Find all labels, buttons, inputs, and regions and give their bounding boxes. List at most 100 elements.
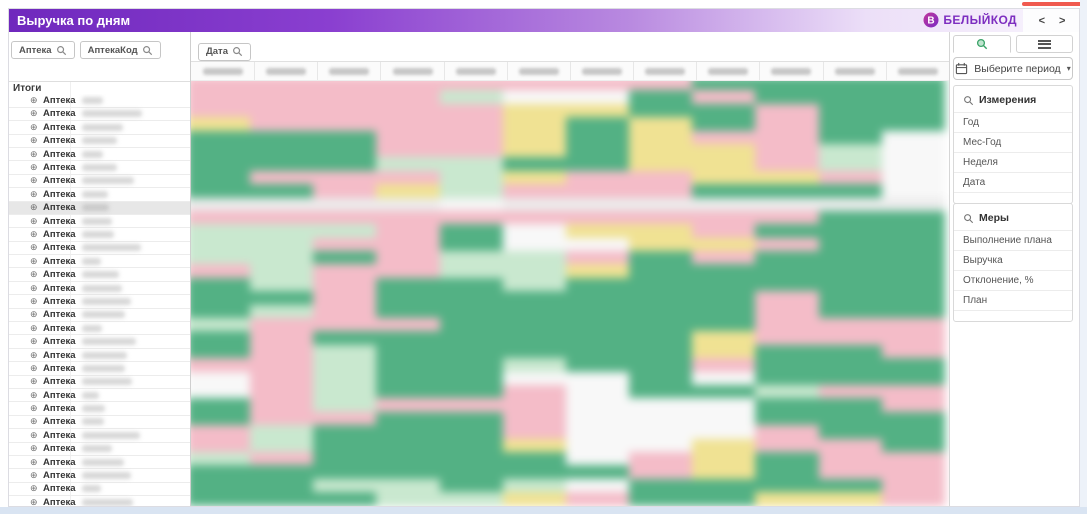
pivot-cell	[376, 117, 440, 131]
table-row[interactable]: ⊕ Аптека	[9, 416, 190, 430]
expand-icon[interactable]: ⊕	[30, 202, 38, 213]
expand-icon[interactable]: ⊕	[30, 215, 38, 226]
pivot-cell	[376, 143, 440, 158]
expand-icon[interactable]: ⊕	[30, 95, 38, 106]
expand-icon[interactable]: ⊕	[30, 295, 38, 306]
expand-icon[interactable]: ⊕	[30, 228, 38, 239]
table-row[interactable]: ⊕ Аптека	[9, 94, 190, 108]
table-row[interactable]: ⊕ Аптека	[9, 215, 190, 229]
date-column-header[interactable]	[506, 62, 570, 80]
dimension-item[interactable]: Мес-Год	[954, 132, 1072, 152]
expand-icon[interactable]: ⊕	[30, 470, 38, 481]
date-column-header[interactable]	[759, 62, 822, 80]
table-row[interactable]: ⊕ Аптека	[9, 349, 190, 363]
table-row[interactable]: ⊕ Аптека	[9, 295, 190, 309]
pivot-cell	[313, 438, 377, 452]
table-row[interactable]: ⊕ Аптека	[9, 429, 190, 443]
measure-item[interactable]: Выручка	[954, 250, 1072, 270]
table-row[interactable]: ⊕ Аптека	[9, 228, 190, 242]
table-row[interactable]: ⊕ Аптека	[9, 108, 190, 122]
table-row[interactable]: ⊕ Аптека	[9, 121, 190, 135]
date-column-header[interactable]	[191, 62, 254, 80]
date-column-header[interactable]	[254, 62, 317, 80]
expand-icon[interactable]: ⊕	[30, 362, 38, 373]
table-row[interactable]: ⊕ Аптека	[9, 376, 190, 389]
filter-apteka-button[interactable]: Аптека	[11, 41, 75, 59]
expand-icon[interactable]: ⊕	[30, 108, 38, 119]
table-row[interactable]: ⊕ Аптека	[9, 309, 190, 323]
pivot-cell	[565, 184, 630, 198]
measure-item[interactable]: Выполнение плана	[954, 230, 1072, 250]
expand-icon[interactable]: ⊕	[30, 242, 38, 253]
table-row[interactable]: ⊕ Аптека	[9, 335, 190, 349]
table-row[interactable]: ⊕ Аптека	[9, 188, 190, 202]
expand-icon[interactable]: ⊕	[30, 349, 38, 360]
table-row[interactable]: ⊕ Аптека	[9, 362, 190, 376]
expand-icon[interactable]: ⊕	[30, 389, 38, 400]
expand-icon[interactable]: ⊕	[30, 175, 38, 186]
table-row[interactable]: ⊕ Аптека	[9, 402, 190, 416]
filter-date-button[interactable]: Дата	[198, 42, 251, 61]
table-row[interactable]: ⊕ Аптека	[9, 175, 190, 189]
date-column-header[interactable]	[569, 62, 633, 80]
dimension-item[interactable]: Дата	[954, 172, 1072, 192]
filter-aptekakod-button[interactable]: АптекаКод	[79, 41, 161, 59]
table-row[interactable]: ⊕ Аптека	[9, 456, 190, 470]
measure-item[interactable]: План	[954, 290, 1072, 310]
expand-icon[interactable]: ⊕	[30, 148, 38, 159]
expand-icon[interactable]: ⊕	[30, 121, 38, 132]
expand-icon[interactable]: ⊕	[30, 282, 38, 293]
table-row[interactable]: ⊕ Аптека	[9, 148, 190, 162]
table-row[interactable]: ⊕ Аптека	[9, 242, 190, 256]
table-row[interactable]: ⊕ Аптека	[9, 255, 190, 269]
pivot-cell	[755, 157, 819, 171]
pivot-cell	[250, 170, 314, 185]
table-row[interactable]: ⊕ Аптека	[9, 389, 190, 403]
table-row[interactable]: ⊕ Аптека	[9, 282, 190, 296]
expand-icon[interactable]: ⊕	[30, 456, 38, 467]
expand-icon[interactable]: ⊕	[30, 309, 38, 320]
expand-icon[interactable]: ⊕	[30, 416, 38, 427]
table-row[interactable]: ⊕ Аптека	[9, 443, 190, 456]
expand-icon[interactable]: ⊕	[30, 322, 38, 333]
dimension-item[interactable]: Неделя	[954, 152, 1072, 172]
expand-icon[interactable]: ⊕	[30, 403, 38, 414]
pivot-cell	[629, 197, 693, 211]
date-column-header[interactable]	[317, 62, 380, 80]
table-row[interactable]: ⊕ Аптека	[9, 469, 190, 483]
expand-icon[interactable]: ⊕	[30, 269, 38, 280]
date-column-header[interactable]	[633, 62, 696, 80]
expand-icon[interactable]: ⊕	[30, 188, 38, 199]
table-row[interactable]: ⊕ Аптека	[9, 322, 190, 336]
select-period-button[interactable]: Выберите период ▾	[953, 57, 1073, 80]
pivot-data-area[interactable]	[191, 81, 949, 506]
table-row[interactable]: ⊕ Аптека	[9, 201, 190, 215]
table-row[interactable]: ⊕ Аптека	[9, 135, 190, 148]
expand-icon[interactable]: ⊕	[30, 443, 38, 454]
date-column-header[interactable]	[885, 62, 949, 80]
measure-item[interactable]: Отклонение, %	[954, 270, 1072, 290]
dimension-item[interactable]: Год	[954, 112, 1072, 132]
expand-icon[interactable]: ⊕	[30, 376, 38, 387]
expand-icon[interactable]: ⊕	[30, 336, 38, 347]
prev-sheet-button[interactable]: <	[1038, 14, 1045, 27]
tab-search[interactable]	[953, 35, 1011, 53]
table-row[interactable]: ⊕ Аптека	[9, 496, 190, 507]
next-sheet-button[interactable]: >	[1059, 14, 1066, 27]
expand-icon[interactable]: ⊕	[30, 162, 38, 173]
expand-icon[interactable]: ⊕	[30, 429, 38, 440]
expand-icon[interactable]: ⊕	[30, 135, 38, 146]
date-column-header[interactable]	[443, 62, 507, 80]
date-column-header[interactable]	[696, 62, 759, 80]
expand-icon[interactable]: ⊕	[30, 255, 38, 266]
tab-menu[interactable]	[1015, 35, 1073, 53]
table-row[interactable]: ⊕ Аптека	[9, 268, 190, 282]
pivot-cell	[502, 384, 566, 399]
pivot-row	[191, 398, 949, 412]
expand-icon[interactable]: ⊕	[30, 483, 38, 494]
date-column-header[interactable]	[822, 62, 886, 80]
table-row[interactable]: ⊕ Аптека	[9, 161, 190, 175]
table-row[interactable]: ⊕ Аптека	[9, 483, 190, 497]
expand-icon[interactable]: ⊕	[30, 496, 38, 507]
date-column-header[interactable]	[380, 62, 443, 80]
